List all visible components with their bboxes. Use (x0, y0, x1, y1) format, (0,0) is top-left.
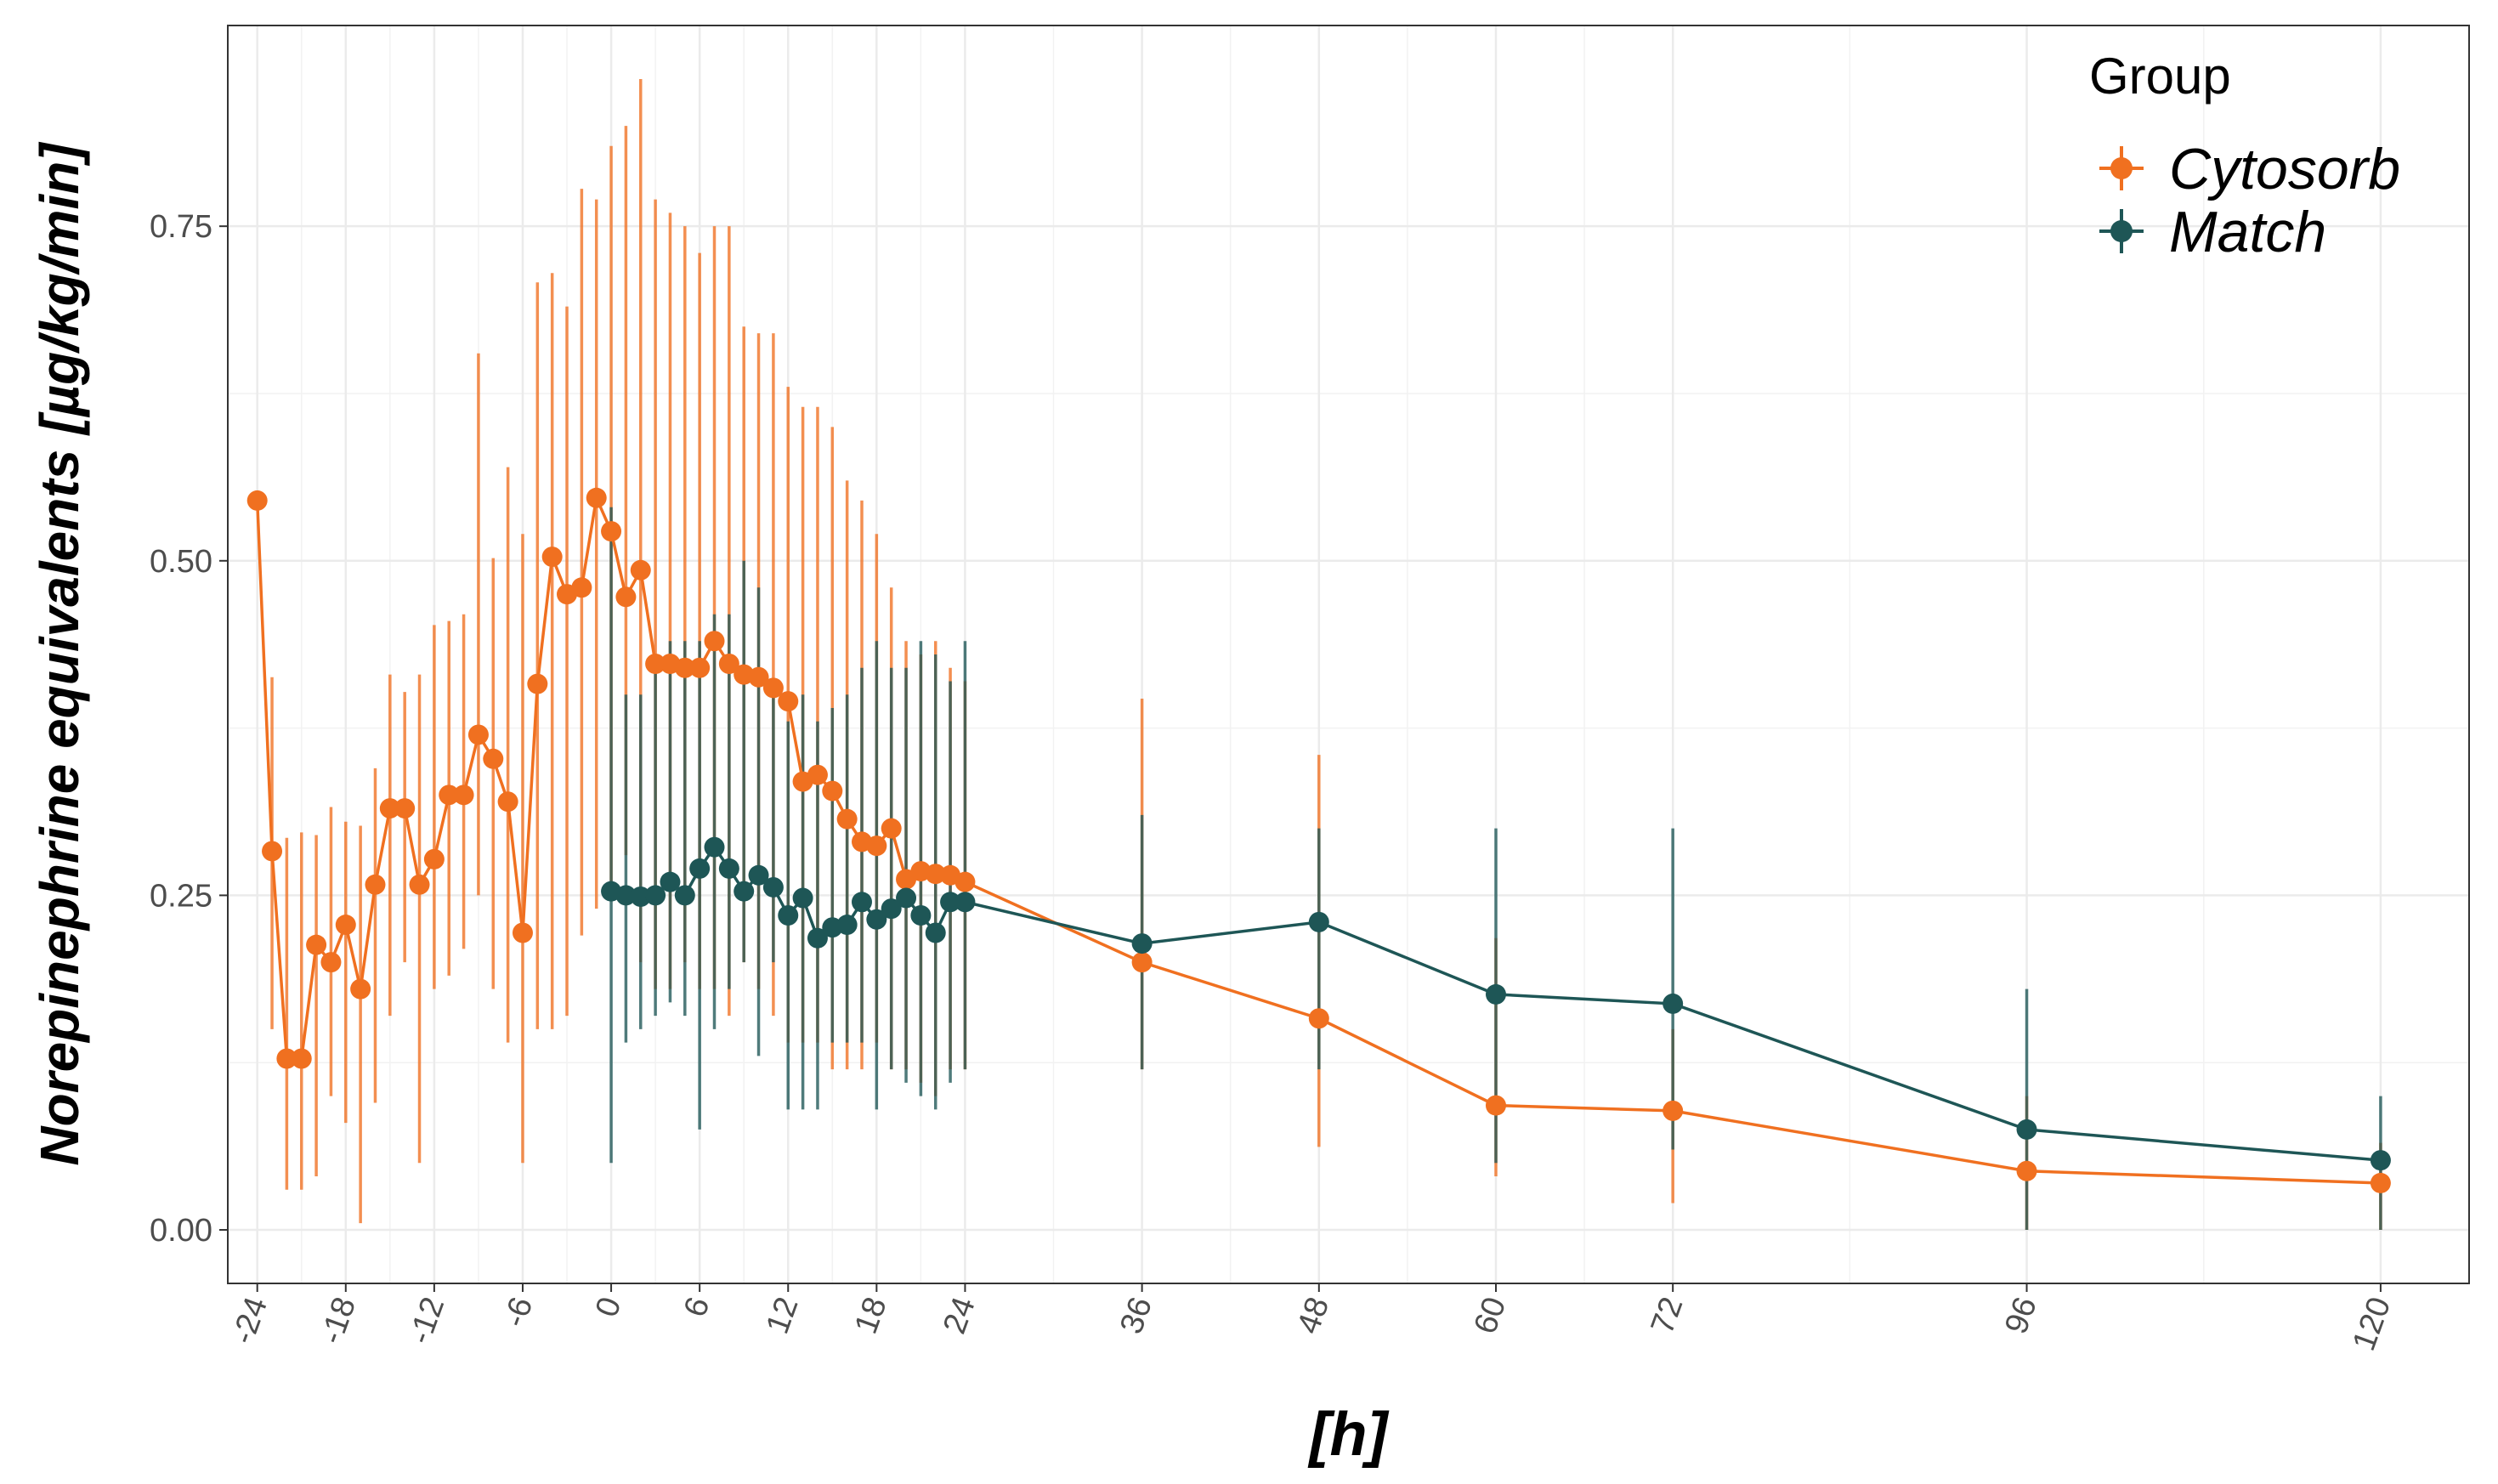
cytosorb-point (645, 654, 666, 675)
legend-key-point-match (2110, 220, 2133, 242)
match-point (1485, 983, 1506, 1005)
cytosorb-point (807, 764, 828, 785)
cytosorb-point (1485, 1095, 1506, 1116)
cytosorb-point (778, 691, 799, 712)
match-point (762, 876, 784, 898)
cytosorb-point (276, 1048, 297, 1069)
match-point (866, 909, 887, 930)
cytosorb-point (379, 798, 400, 819)
match-point (896, 887, 917, 909)
cytosorb-point (306, 934, 327, 955)
legend-key-point-cytosorb (2110, 157, 2133, 179)
y-axis: 0.00 0.25 0.50 0.75 (150, 209, 228, 1249)
match-point (630, 886, 651, 907)
legend-label-cytosorb: Cytosorb (2169, 137, 2400, 201)
cytosorb-point (453, 784, 474, 806)
cytosorb-point (320, 952, 342, 973)
match-point (778, 905, 799, 926)
cytosorb-point (394, 798, 416, 819)
cytosorb-point (615, 586, 637, 608)
cytosorb-point (704, 631, 725, 652)
cytosorb-point (246, 490, 268, 511)
cytosorb-point (571, 577, 592, 598)
legend-title: Group (2089, 48, 2231, 105)
cytosorb-point (1131, 952, 1153, 973)
match-point (615, 885, 637, 906)
match-point (2370, 1150, 2391, 1171)
plot-panel-border (227, 25, 2470, 1284)
minor-gridlines (228, 25, 2469, 1283)
cytosorb-point (439, 784, 460, 806)
match-point (851, 892, 872, 913)
cytosorb-point (1308, 1008, 1329, 1029)
match-point (1663, 993, 1684, 1014)
match-point (792, 887, 813, 909)
cytosorb-point (291, 1048, 312, 1069)
cytosorb-point (527, 673, 548, 694)
cytosorb-point (718, 654, 739, 675)
y-tick-label: 0.25 (150, 878, 212, 914)
match-point (704, 836, 725, 858)
cytosorb-point (866, 835, 887, 857)
cytosorb-point (925, 864, 946, 885)
match-point (807, 927, 828, 949)
match-point (748, 864, 769, 886)
cytosorb-point (350, 978, 371, 1000)
cytosorb-point (674, 657, 695, 678)
match-point (674, 885, 695, 906)
cytosorb-point (467, 724, 489, 745)
cytosorb-point (762, 677, 784, 699)
y-tick-label: 0.75 (150, 209, 212, 245)
match-point (689, 858, 711, 879)
cytosorb-point (423, 848, 445, 869)
cytosorb-point (262, 841, 283, 862)
match-point (1308, 911, 1329, 932)
cytosorb-point (601, 521, 622, 542)
match-point (718, 858, 739, 879)
y-tick-label: 0.00 (150, 1213, 212, 1249)
match-point (925, 922, 946, 943)
x-axis-title: [h] (1308, 1401, 1390, 1469)
cytosorb-point (836, 808, 858, 830)
cytosorb-point (586, 487, 607, 508)
match-point (734, 881, 755, 902)
cytosorb-point (1663, 1100, 1684, 1121)
cytosorb-point (689, 657, 711, 678)
match-point (660, 871, 681, 892)
cytosorb-point (365, 874, 386, 895)
match-point (940, 892, 961, 913)
match-point (881, 898, 902, 920)
match-point (954, 892, 976, 913)
cytosorb-point (2016, 1160, 2037, 1181)
match-point (910, 905, 932, 926)
series-points (246, 487, 2391, 1193)
y-axis-title: Norepinephrine equivalents [µg/kg/min] (29, 141, 90, 1166)
match-point (1131, 933, 1153, 954)
cytosorb-point (335, 915, 356, 936)
cytosorb-point (497, 791, 518, 813)
match-point (836, 915, 858, 936)
cytosorb-point (483, 748, 504, 769)
match-point (645, 885, 666, 906)
cytosorb-point (954, 871, 976, 892)
cytosorb-point (409, 874, 430, 895)
y-tick-label: 0.50 (150, 544, 212, 580)
legend-label-match: Match (2169, 200, 2326, 264)
cytosorb-point (881, 818, 902, 839)
cytosorb-point (748, 666, 769, 688)
match-point (2016, 1119, 2037, 1140)
cytosorb-point (822, 780, 843, 801)
cytosorb-point (630, 559, 651, 581)
cytosorb-point (541, 547, 563, 568)
cytosorb-point (512, 922, 533, 943)
cytosorb-point (2370, 1172, 2391, 1193)
